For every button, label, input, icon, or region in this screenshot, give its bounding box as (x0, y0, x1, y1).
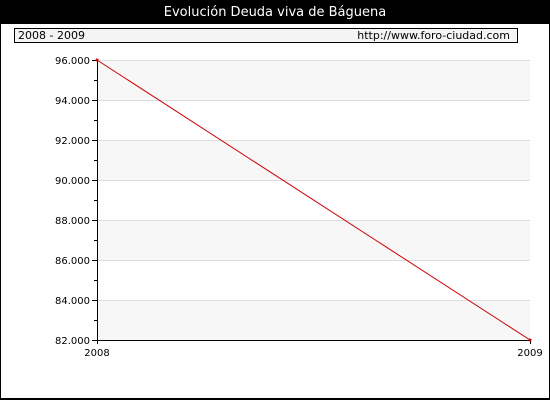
series-line (96, 59, 531, 341)
y-axis-ticks: 82.000 84.000 86.000 88.000 90.000 92.000 94.0… (55, 56, 97, 347)
y-tick-label: 96.000 (55, 56, 90, 67)
plot-bands (97, 60, 530, 340)
data-point (95, 58, 99, 62)
y-tick-label: 90.000 (55, 176, 90, 187)
y-tick-label: 86.000 (55, 256, 90, 267)
y-tick-label: 94.000 (55, 96, 90, 107)
chart-title: Evolución Deuda viva de Báguena (163, 5, 387, 20)
x-tick-label: 2009 (517, 348, 542, 359)
data-point (528, 338, 532, 342)
y-tick-label: 88.000 (55, 216, 90, 227)
y-tick-label: 92.000 (55, 136, 90, 147)
plot-band (97, 220, 530, 260)
y-tick-label: 84.000 (55, 296, 90, 307)
y-tick-label: 82.000 (55, 336, 90, 347)
plot-band (97, 300, 530, 340)
x-axis-ticks: 2008 2009 (84, 340, 543, 359)
plot-band (97, 140, 530, 180)
plot-band (97, 60, 530, 100)
series-lines (95, 58, 532, 342)
axes (97, 60, 530, 341)
source-url-label: http://www.foro-ciudad.com (357, 29, 510, 42)
info-bar: 2008 - 2009 http://www.foro-ciudad.com (14, 28, 518, 43)
x-tick-label: 2008 (84, 348, 109, 359)
period-label: 2008 - 2009 (18, 29, 85, 42)
